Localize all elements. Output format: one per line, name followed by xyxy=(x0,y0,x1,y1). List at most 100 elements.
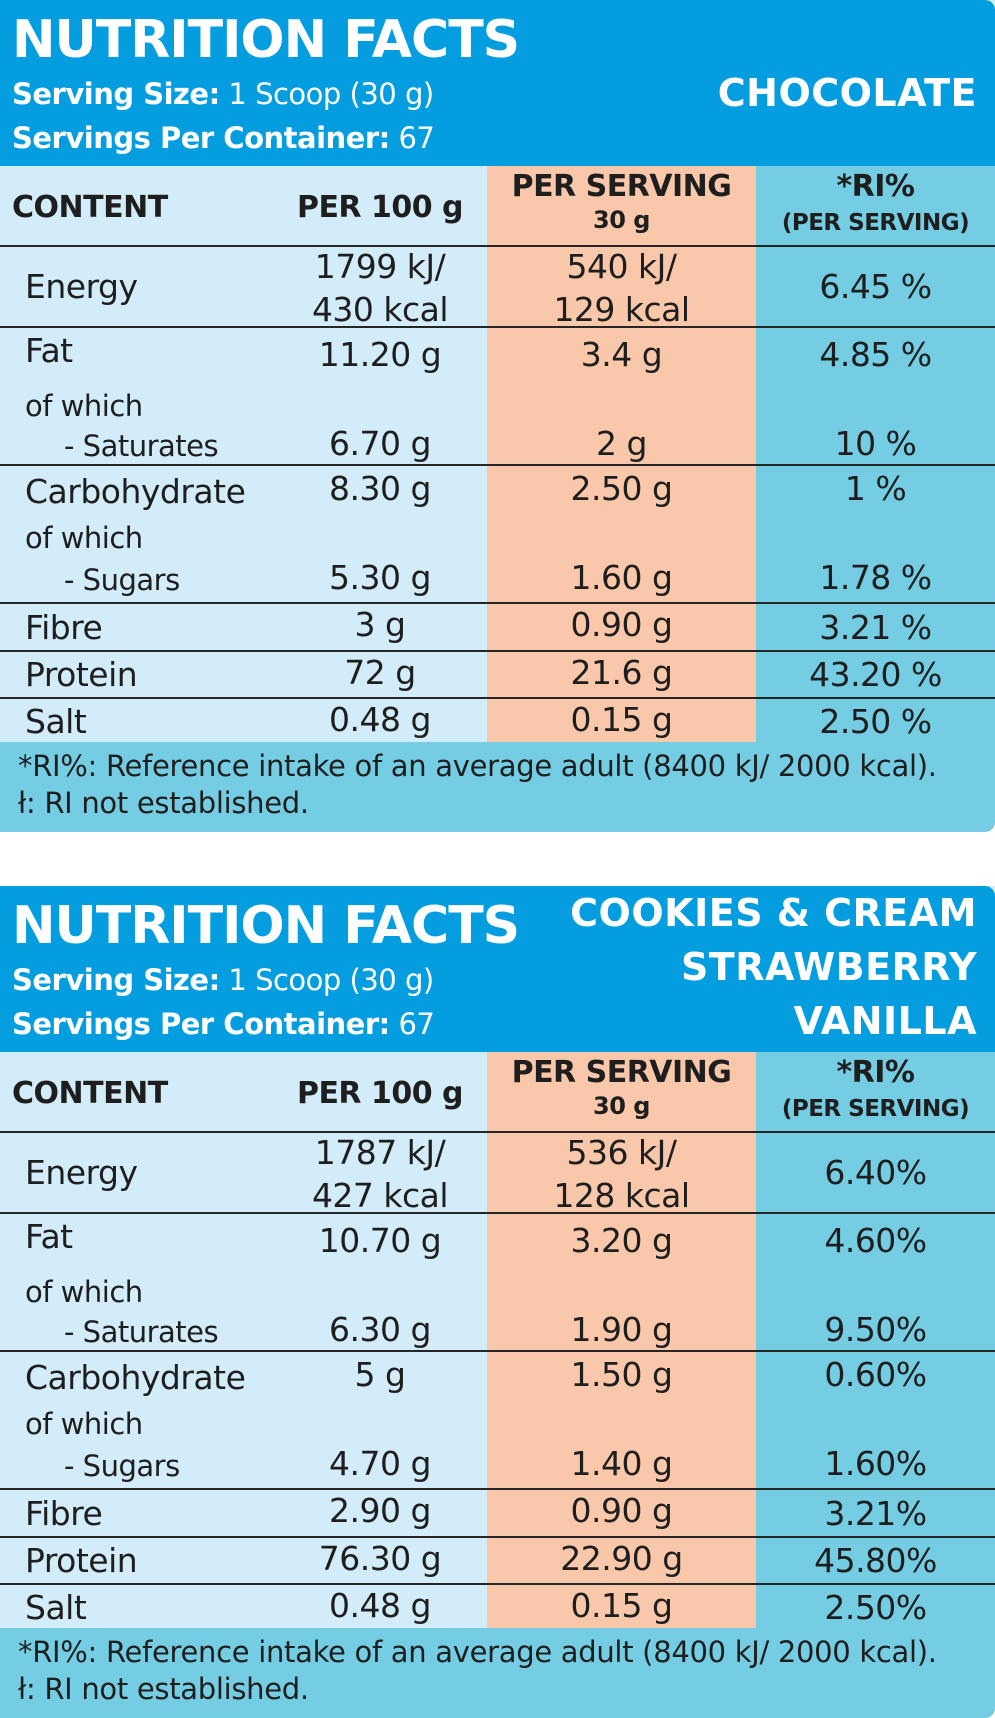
saturates-serving: 1.90 g xyxy=(570,1310,673,1349)
row-label-energy: Energy xyxy=(25,267,138,306)
saturates-ri: 10 % xyxy=(834,424,917,463)
carb-serving: 1.50 g xyxy=(570,1355,673,1394)
panel-header: NUTRITION FACTS Serving Size: 1 Scoop (3… xyxy=(0,0,995,166)
energy-serving-kcal: 128 kcal xyxy=(553,1176,690,1215)
divider xyxy=(0,1488,995,1490)
carb-serving: 2.50 g xyxy=(570,469,673,508)
carb-per100: 5 g xyxy=(354,1355,406,1394)
fat-ri: 4.85 % xyxy=(819,335,932,374)
divider xyxy=(0,245,995,247)
serving-size-label: Serving Size: xyxy=(12,77,220,111)
saturates-per100: 6.30 g xyxy=(329,1310,431,1349)
fat-ri: 4.60% xyxy=(824,1221,927,1260)
sugars-ri: 1.60% xyxy=(824,1444,927,1483)
salt-ri: 2.50 % xyxy=(819,702,932,741)
carb-per100: 8.30 g xyxy=(329,469,431,508)
energy-per100-kcal: 430 kcal xyxy=(311,290,449,329)
energy-per100-kj: 1787 kJ/ xyxy=(314,1133,446,1172)
protein-serving: 21.6 g xyxy=(570,653,673,692)
divider xyxy=(0,650,995,652)
energy-ri: 6.45 % xyxy=(819,267,932,306)
fibre-per100: 3 g xyxy=(354,605,406,644)
protein-per100: 72 g xyxy=(344,653,416,692)
nutrition-panel-chocolate: NUTRITION FACTS Serving Size: 1 Scoop (3… xyxy=(0,0,995,832)
row-label-protein: Protein xyxy=(25,1541,138,1580)
servings-value: 67 xyxy=(398,1007,435,1041)
row-label-salt: Salt xyxy=(25,702,87,741)
carb-of-which: of which xyxy=(25,1407,143,1441)
divider xyxy=(0,326,995,328)
energy-per100-kcal: 427 kcal xyxy=(311,1176,449,1215)
salt-ri: 2.50% xyxy=(824,1588,927,1627)
header-ri-sub: (PER SERVING) xyxy=(781,1096,970,1122)
divider xyxy=(0,602,995,604)
energy-serving-kj: 540 kJ/ xyxy=(566,247,677,286)
fat-of-which: of which xyxy=(25,389,143,423)
panel-title: NUTRITION FACTS xyxy=(12,896,520,956)
servings-label: Servings Per Container: xyxy=(12,121,390,155)
protein-serving: 22.90 g xyxy=(560,1539,683,1578)
header-per-100g: PER 100 g xyxy=(296,1076,464,1111)
sugars-per100: 4.70 g xyxy=(329,1444,431,1483)
salt-per100: 0.48 g xyxy=(329,700,431,739)
row-label-salt: Salt xyxy=(25,1588,87,1627)
salt-serving: 0.15 g xyxy=(570,700,673,739)
fibre-serving: 0.90 g xyxy=(570,605,673,644)
energy-ri: 6.40% xyxy=(824,1153,927,1192)
header-per-serving-sub: 30 g xyxy=(593,206,650,234)
saturates-ri: 9.50% xyxy=(824,1310,927,1349)
fat-of-which: of which xyxy=(25,1275,143,1309)
footnote-ri-not-established: ł: RI not established. xyxy=(18,1672,309,1706)
serving-size-line: Serving Size: 1 Scoop (30 g) xyxy=(12,966,434,995)
energy-serving-kj: 536 kJ/ xyxy=(566,1133,677,1172)
sugars-ri: 1.78 % xyxy=(819,558,932,597)
saturates-label: - Saturates xyxy=(64,429,219,463)
header-ri-sub: (PER SERVING) xyxy=(781,210,970,236)
flavour-label: CHOCOLATE xyxy=(717,71,977,115)
serving-size-line: Serving Size: 1 Scoop (30 g) xyxy=(12,80,434,109)
footnote-area: *RI%: Reference intake of an average adu… xyxy=(0,1628,995,1718)
protein-per100: 76.30 g xyxy=(318,1539,442,1578)
header-ri: *RI% xyxy=(836,169,915,204)
divider xyxy=(0,1536,995,1538)
row-label-carbohydrate: Carbohydrate xyxy=(25,1358,246,1397)
row-label-protein: Protein xyxy=(25,655,138,694)
servings-label: Servings Per Container: xyxy=(12,1007,390,1041)
nutrition-panel-cookies-strawberry-vanilla: NUTRITION FACTS Serving Size: 1 Scoop (3… xyxy=(0,886,995,1718)
fibre-per100: 2.90 g xyxy=(329,1491,431,1530)
carb-ri: 1 % xyxy=(844,469,907,508)
fat-serving: 3.20 g xyxy=(570,1221,673,1260)
servings-per-container-line: Servings Per Container: 67 xyxy=(12,1007,435,1041)
protein-ri: 45.80% xyxy=(814,1541,937,1580)
flavour-label: STRAWBERRY xyxy=(680,945,977,989)
sugars-serving: 1.60 g xyxy=(570,558,673,597)
panel-header: NUTRITION FACTS Serving Size: 1 Scoop (3… xyxy=(0,886,995,1052)
ri-column-bg xyxy=(756,166,995,742)
per-serving-column-bg xyxy=(487,166,756,742)
row-label-fat: Fat xyxy=(25,1217,73,1256)
divider xyxy=(0,1350,995,1352)
servings-value: 67 xyxy=(398,121,435,155)
divider xyxy=(0,1131,995,1133)
flavour-label: VANILLA xyxy=(793,999,977,1043)
fibre-serving: 0.90 g xyxy=(570,1491,673,1530)
header-per-100g: PER 100 g xyxy=(296,190,464,225)
divider xyxy=(0,464,995,466)
row-label-fibre: Fibre xyxy=(25,608,103,647)
fat-per100: 10.70 g xyxy=(318,1221,442,1260)
header-per-serving: PER SERVING xyxy=(511,1055,732,1090)
row-label-fat: Fat xyxy=(25,331,73,370)
per-serving-column-bg xyxy=(487,1052,756,1628)
flavour-label: COOKIES & CREAM xyxy=(570,891,977,935)
saturates-label: - Saturates xyxy=(64,1315,219,1349)
header-content: CONTENT xyxy=(12,1076,168,1111)
ri-column-bg xyxy=(756,1052,995,1628)
row-label-energy: Energy xyxy=(25,1153,138,1192)
footnote-area: *RI%: Reference intake of an average adu… xyxy=(0,742,995,832)
row-label-fibre: Fibre xyxy=(25,1494,103,1533)
salt-per100: 0.48 g xyxy=(329,1586,431,1625)
serving-size-value: 1 Scoop (30 g) xyxy=(228,77,434,111)
header-ri: *RI% xyxy=(836,1055,915,1090)
footnote-ri: *RI%: Reference intake of an average adu… xyxy=(18,749,937,783)
serving-size-value: 1 Scoop (30 g) xyxy=(228,963,434,997)
